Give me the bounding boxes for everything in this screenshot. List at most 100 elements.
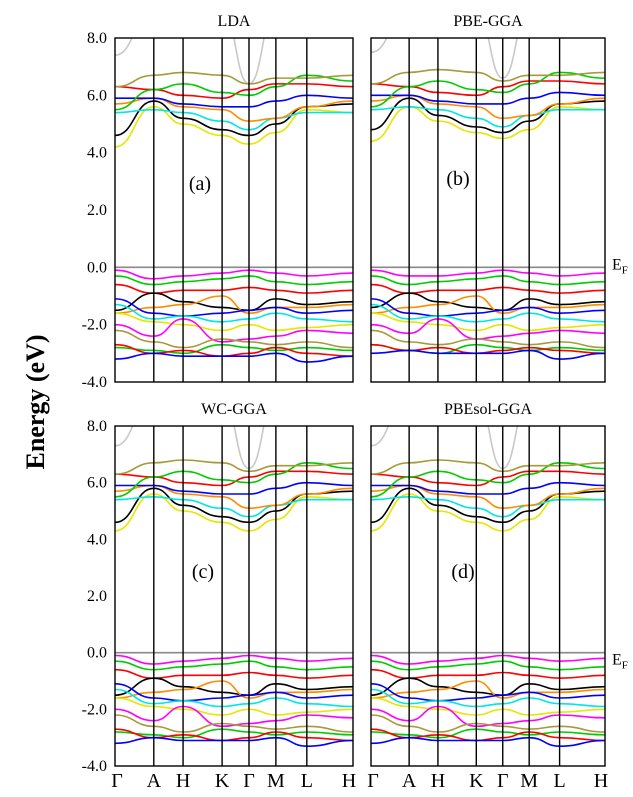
conduction-band-5 bbox=[371, 481, 605, 495]
valence-band-6 bbox=[115, 683, 353, 702]
conduction-band-7 bbox=[115, 462, 353, 498]
valence-band-8 bbox=[371, 697, 605, 716]
kpoint-label: Γ bbox=[243, 770, 255, 792]
panel-title: PBEsol-GGA bbox=[444, 401, 532, 418]
kpoint-label: H bbox=[342, 770, 356, 792]
y-tick-label: -2.0 bbox=[82, 317, 107, 334]
valence-band-5 bbox=[371, 295, 605, 315]
conduction-band-0 bbox=[115, 38, 265, 85]
kpoint-label: M bbox=[267, 770, 285, 792]
conduction-band-5 bbox=[115, 94, 353, 108]
valence-band-7 bbox=[371, 688, 605, 708]
conduction-band-7 bbox=[371, 462, 605, 498]
conduction-band-8 bbox=[371, 459, 605, 475]
valence-band-3 bbox=[371, 283, 605, 294]
kpoint-label: K bbox=[469, 770, 484, 792]
conduction-band-8 bbox=[371, 68, 605, 85]
valence-band-8 bbox=[371, 312, 605, 332]
kpoint-label: A bbox=[147, 770, 162, 792]
conduction-band-3 bbox=[371, 496, 605, 518]
panel-label: (c) bbox=[192, 561, 214, 583]
panels-group: LDA 8.0 6.0 4.0 2.0 0.0 -2.0 -4.0 (a) EF PBE-GGA (b… bbox=[82, 13, 628, 792]
valence-band-13 bbox=[115, 736, 353, 747]
valence-band-2 bbox=[371, 275, 605, 286]
bands-group bbox=[371, 38, 605, 360]
conduction-band-0 bbox=[115, 426, 265, 470]
kpoint-label: M bbox=[520, 770, 538, 792]
panel-title: LDA bbox=[218, 13, 251, 30]
kpoint-label: A bbox=[402, 770, 417, 792]
y-tick-label: 2.0 bbox=[87, 202, 107, 219]
valence-band-2 bbox=[115, 660, 353, 671]
valence-band-11 bbox=[115, 728, 353, 739]
y-axis-label: Energy (eV) bbox=[21, 334, 50, 469]
y-tick-label: -4.0 bbox=[82, 758, 107, 775]
y-tick-label: 6.0 bbox=[87, 475, 107, 492]
conduction-band-3 bbox=[371, 105, 605, 128]
y-tick-label: 4.0 bbox=[87, 531, 107, 548]
valence-band-2 bbox=[371, 660, 605, 671]
panel-1: PBE-GGA (b) bbox=[370, 13, 606, 383]
y-tick-label: -2.0 bbox=[82, 701, 107, 718]
panel-frame bbox=[114, 37, 354, 383]
valence-band-10 bbox=[115, 329, 353, 349]
conduction-band-5 bbox=[371, 91, 605, 105]
valence-band-9 bbox=[371, 318, 605, 340]
y-tick-label: 8.0 bbox=[87, 418, 107, 435]
panel-frame bbox=[370, 425, 606, 767]
y-tick-label: -4.0 bbox=[82, 374, 107, 391]
conduction-band-5 bbox=[115, 481, 353, 495]
y-tick-label: 4.0 bbox=[87, 145, 107, 162]
valence-band-8 bbox=[115, 697, 353, 716]
y-tick-label: 2.0 bbox=[87, 588, 107, 605]
conduction-band-8 bbox=[115, 459, 353, 475]
y-tick-label: 0.0 bbox=[87, 259, 107, 276]
y-tick-label: 6.0 bbox=[87, 87, 107, 104]
kpoint-label: K bbox=[215, 770, 230, 792]
valence-band-2 bbox=[115, 275, 353, 286]
valence-band-9 bbox=[371, 705, 605, 728]
valence-band-13 bbox=[371, 349, 605, 360]
valence-band-4 bbox=[371, 677, 605, 696]
valence-band-1 bbox=[115, 269, 353, 280]
panel-0: LDA 8.0 6.0 4.0 2.0 0.0 -2.0 -4.0 (a) EF bbox=[82, 13, 628, 391]
panel-label: (a) bbox=[189, 173, 211, 195]
valence-band-7 bbox=[115, 688, 353, 708]
valence-band-4 bbox=[115, 292, 353, 312]
panel-3: PBEsol-GGA(d)Γ A H K Γ M L H bbox=[367, 401, 608, 792]
valence-band-3 bbox=[115, 668, 353, 679]
valence-band-1 bbox=[115, 654, 353, 665]
conduction-band-0 bbox=[371, 38, 518, 79]
valence-band-11 bbox=[371, 728, 605, 739]
kpoint-label: Γ bbox=[111, 770, 123, 792]
valence-band-3 bbox=[115, 283, 353, 294]
valence-band-10 bbox=[371, 329, 605, 349]
conduction-band-3 bbox=[115, 496, 353, 518]
kpoint-label: H bbox=[431, 770, 445, 792]
valence-band-5 bbox=[115, 680, 353, 699]
panel-frame bbox=[370, 37, 606, 383]
conduction-band-8 bbox=[115, 71, 353, 88]
fermi-label: EF bbox=[612, 256, 628, 276]
kpoint-label: L bbox=[553, 770, 565, 792]
conduction-band-7 bbox=[371, 71, 605, 108]
valence-band-6 bbox=[371, 298, 605, 317]
bands-group bbox=[371, 426, 605, 747]
valence-band-13 bbox=[371, 736, 605, 747]
y-tick-label: 0.0 bbox=[87, 645, 107, 662]
valence-band-4 bbox=[115, 677, 353, 696]
valence-band-8 bbox=[115, 312, 353, 332]
valence-band-13 bbox=[115, 352, 353, 363]
valence-band-5 bbox=[115, 295, 353, 315]
kpoint-label: H bbox=[176, 770, 190, 792]
panel-label: (b) bbox=[446, 168, 469, 190]
y-tick-label: 8.0 bbox=[87, 30, 107, 47]
bands-group bbox=[115, 426, 353, 747]
valence-band-6 bbox=[115, 298, 353, 317]
valence-band-1 bbox=[371, 654, 605, 665]
panel-title: PBE-GGA bbox=[453, 13, 523, 30]
valence-band-7 bbox=[115, 303, 353, 323]
bands-group bbox=[115, 38, 353, 363]
